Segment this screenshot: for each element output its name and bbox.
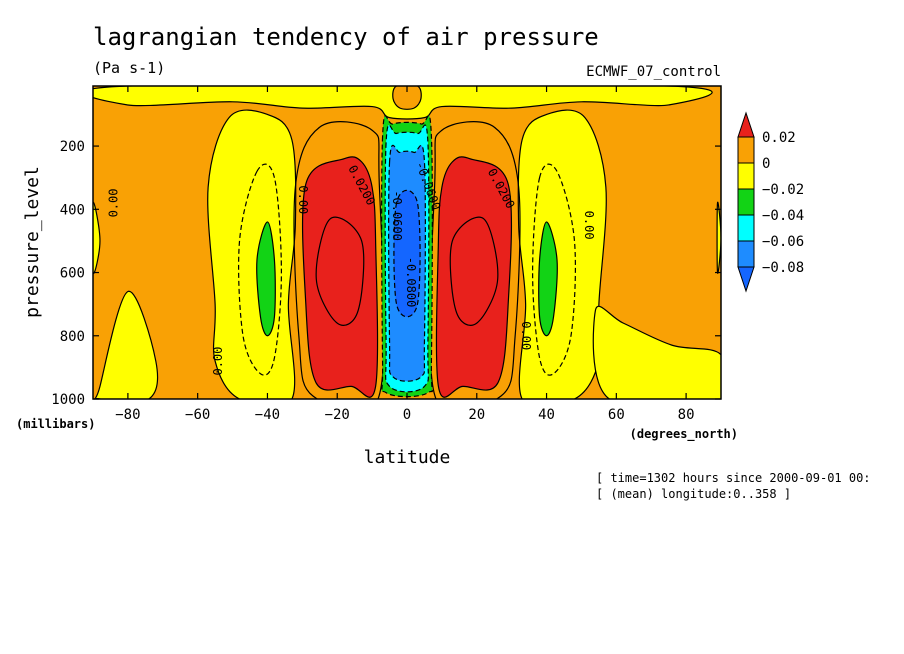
colorbar-label: −0.04 [762,208,804,224]
contour-inner-left [315,216,365,326]
contour-label: 0.00 [106,189,120,218]
region-edge-yellow-right [716,201,721,274]
x-tick-label: 80 [678,407,695,423]
colorbar-band [737,136,755,164]
region-center-deepblue [393,189,421,318]
y-axis: 200 400 600 800 1000 [51,139,721,408]
colorbar-label: −0.06 [762,234,804,250]
contour-label: 0.00 [519,321,533,350]
y-tick-label: 400 [60,202,85,218]
colorbar-bottom-arrow [737,266,755,293]
colorbar-label: −0.02 [762,182,804,198]
y-tick-label: 1000 [51,392,85,408]
region-left-yellow [207,109,297,399]
colorbar-band [737,162,755,190]
colorbar-label: 0.02 [762,130,796,146]
chart-title: lagrangian tendency of air pressure [93,23,599,51]
x-tick-label: −20 [325,407,350,423]
contour-orange-left [293,121,385,399]
colorbar-top-arrow [737,111,755,138]
x-tick-label: 60 [608,407,625,423]
y-tick-label: 200 [60,139,85,155]
y-tick-label: 800 [60,329,85,345]
contour-field [93,86,721,399]
region-far-left-yellow [94,290,159,399]
contour-label: -0.0800 [404,257,418,308]
y-axis-label: pressure_level [22,166,43,318]
contour-label: 0.00 [211,347,225,376]
units-label: (Pa s-1) [93,59,165,77]
x-tick-label: 20 [468,407,485,423]
region-edge-yellow [93,202,101,275]
colorbar-label: −0.08 [762,260,804,276]
x-tick-label: 40 [538,407,555,423]
contour-label: 0.00 [296,185,310,214]
region-left-green [256,221,276,337]
contour-label: -0.0600 [390,190,404,241]
region-far-right-yellow [592,305,721,399]
region-left-red [301,156,379,398]
region-right-red [435,156,513,398]
y-tick-label: 600 [60,266,85,282]
y-units-label: (millibars) [16,417,95,431]
x-tick-label: −60 [185,407,210,423]
colorbar-band [737,214,755,242]
colorbar: 0.02 0 −0.02 −0.04 −0.06 −0.08 [737,111,804,293]
contour-inner-right [449,216,499,326]
contour-orange-right [429,121,521,399]
dataset-label: ECMWF_07_control [586,64,721,80]
contour-dashed-left [238,163,283,376]
colorbar-band [737,240,755,268]
x-tick-label: −40 [255,407,280,423]
x-axis: −80 −60 −40 −20 0 20 40 60 80 [115,86,695,423]
region-right-green [538,221,558,337]
contour-dashed-right [531,163,576,376]
x-axis-label: latitude [364,447,451,468]
contour-label: 0.00 [582,211,596,240]
region-right-yellow [517,109,607,399]
region-top-bump [392,86,422,110]
colorbar-label: 0 [762,156,770,172]
x-units-label: (degrees_north) [630,427,738,442]
longitude-note: [ (mean) longitude:0..358 ] [596,487,791,501]
time-note: [ time=1302 hours since 2000-09-01 00: [596,471,871,485]
colorbar-band [737,188,755,216]
x-tick-label: −80 [115,407,140,423]
x-tick-label: 0 [403,407,411,423]
